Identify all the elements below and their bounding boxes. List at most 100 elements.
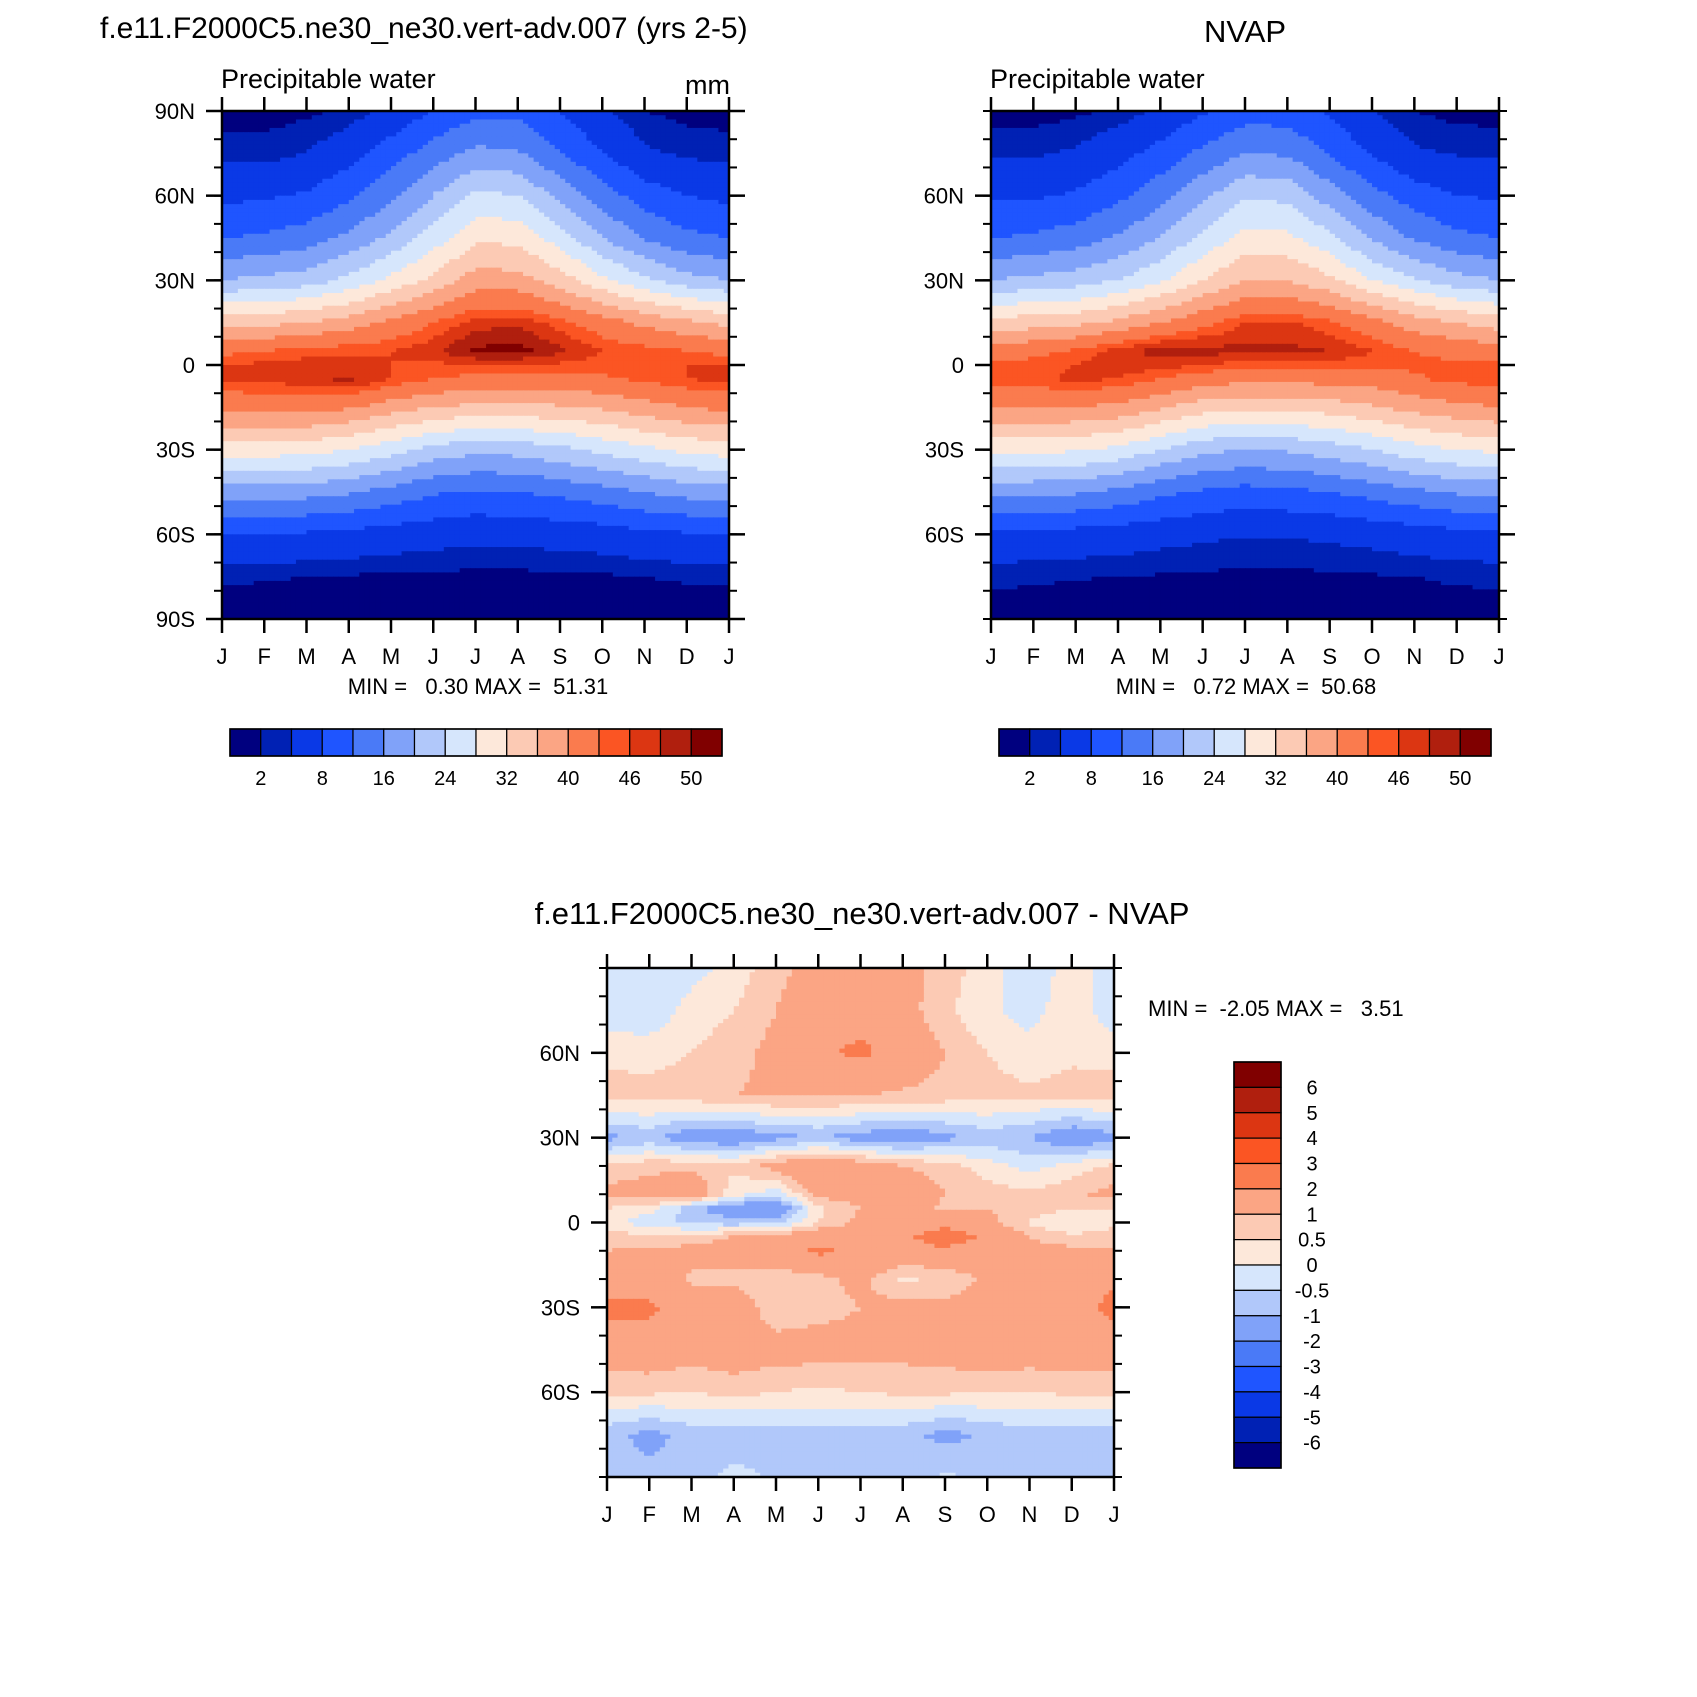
model-cell (497, 124, 503, 129)
model-cell (270, 196, 276, 201)
model-cell (243, 314, 249, 319)
model-cell (354, 293, 360, 298)
model-cell (454, 276, 460, 281)
model-cell (549, 272, 555, 277)
model-cell (291, 327, 297, 332)
model-cell (338, 175, 344, 180)
model-cell (454, 119, 460, 124)
model-cell (703, 145, 709, 150)
model-cell (254, 204, 260, 209)
model-cell (470, 234, 476, 239)
model-cell (444, 183, 450, 188)
model-cell (460, 310, 466, 315)
model-cell (507, 280, 513, 285)
model-cell (264, 187, 270, 192)
model-cell (402, 162, 408, 167)
model-cell (423, 213, 429, 218)
model-cell (708, 217, 714, 222)
model-cell (243, 179, 249, 184)
model-cell (660, 170, 666, 175)
model-cell (608, 158, 614, 163)
model-cell (497, 263, 503, 268)
model-cell (460, 238, 466, 243)
model-cell (296, 318, 302, 323)
model-cell (296, 246, 302, 251)
model-cell (581, 318, 587, 323)
model-cell (629, 158, 635, 163)
model-cell (650, 208, 656, 213)
model-cell (671, 272, 677, 277)
model-cell (349, 302, 355, 307)
model-cell (613, 119, 619, 124)
model-cell (581, 285, 587, 290)
model-cell (233, 302, 239, 307)
model-cell (349, 306, 355, 311)
model-cell (238, 208, 244, 213)
model-cell (687, 208, 693, 213)
model-cell (597, 268, 603, 273)
model-cell (639, 268, 645, 273)
model-cell (444, 153, 450, 158)
model-cell (476, 230, 482, 235)
model-cell (417, 318, 423, 323)
model-cell (629, 255, 635, 260)
model-cell (407, 200, 413, 205)
model-cell (497, 149, 503, 154)
model-cell (354, 136, 360, 141)
model-cell (534, 158, 540, 163)
model-cell (338, 213, 344, 218)
model-cell (518, 170, 524, 175)
model-cell (391, 204, 397, 209)
model-cell (312, 149, 318, 154)
model-cell (581, 242, 587, 247)
model-cell (465, 221, 471, 226)
model-cell (460, 276, 466, 281)
model-cell (544, 132, 550, 137)
model-cell (544, 217, 550, 222)
model-cell (307, 306, 313, 311)
model-cell (523, 306, 529, 311)
model-cell (602, 136, 608, 141)
model-cell (444, 187, 450, 192)
model-cell (671, 268, 677, 273)
model-cell (655, 136, 661, 141)
model-cell (391, 285, 397, 290)
model-cell (666, 162, 672, 167)
model-cell (354, 124, 360, 129)
model-cell (412, 251, 418, 256)
model-cell (391, 187, 397, 192)
model-cell (602, 128, 608, 133)
model-cell (248, 204, 254, 209)
model-cell (581, 259, 587, 264)
model-cell (243, 196, 249, 201)
model-cell (565, 225, 571, 230)
model-cell (623, 251, 629, 256)
model-cell (497, 132, 503, 137)
model-cell (301, 230, 307, 235)
model-cell (417, 213, 423, 218)
model-cell (444, 318, 450, 323)
model-cell (407, 204, 413, 209)
model-cell (444, 255, 450, 260)
model-cell (333, 153, 339, 158)
model-cell (433, 170, 439, 175)
model-cell (280, 136, 286, 141)
model-cell (380, 225, 386, 230)
model-cell (486, 128, 492, 133)
model-cell (613, 183, 619, 188)
model-cell (354, 230, 360, 235)
model-cell (338, 132, 344, 137)
model-cell (497, 221, 503, 226)
model-cell (565, 204, 571, 209)
model-cell (549, 217, 555, 222)
model-cell (476, 141, 482, 146)
model-cell (671, 217, 677, 222)
model-cell (491, 187, 497, 192)
model-cell (571, 119, 577, 124)
model-cell (275, 204, 281, 209)
model-cell (608, 187, 614, 192)
model-cell (454, 149, 460, 154)
model-cell (618, 263, 624, 268)
model-cell (317, 251, 323, 256)
model-cell (697, 225, 703, 230)
